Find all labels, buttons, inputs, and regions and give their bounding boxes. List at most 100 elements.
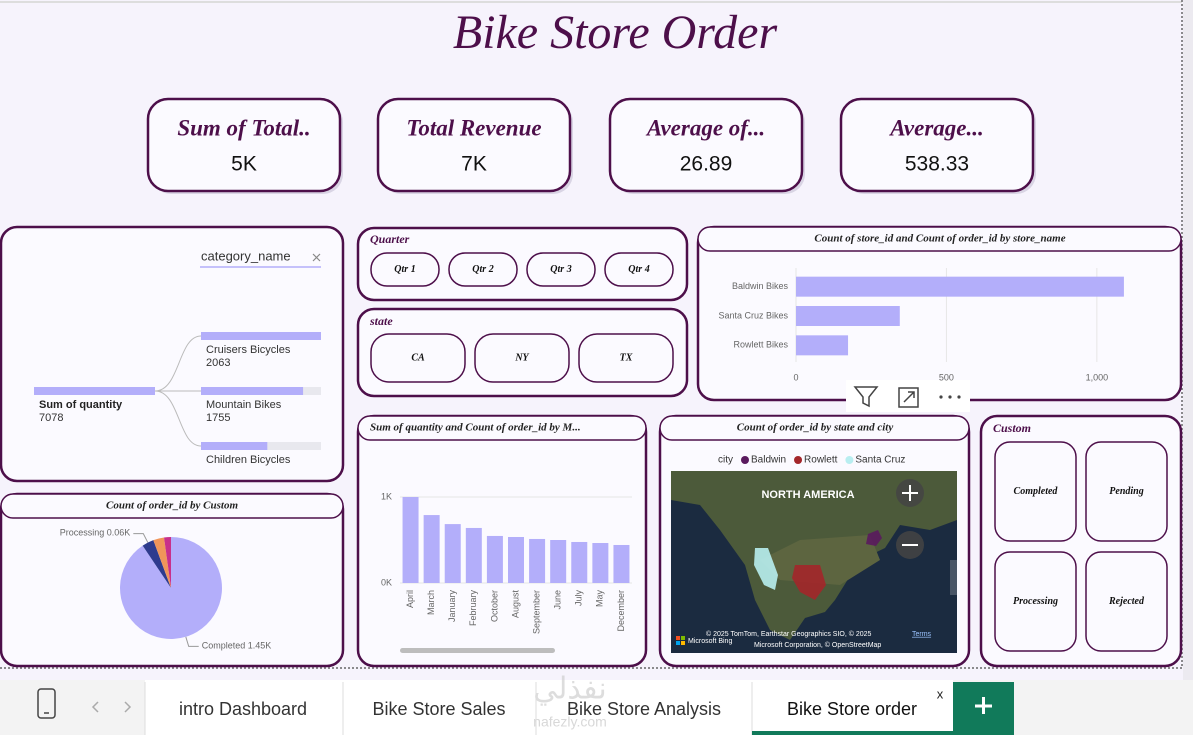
bar: [486, 535, 503, 583]
watermark: نفذلي: [533, 672, 606, 707]
pie-slice: [164, 537, 171, 588]
tree-node-bar: [201, 332, 321, 340]
legend-dot: [794, 456, 803, 464]
more-icon[interactable]: [939, 395, 961, 399]
tree-node-value: 2063: [206, 357, 230, 369]
slicer-button[interactable]: [1085, 441, 1168, 542]
kpi-label: Average...: [888, 115, 983, 140]
map-provider: Microsoft Bing: [688, 638, 732, 645]
pie-slice: [153, 537, 171, 588]
x-tick-label: 500: [939, 372, 954, 382]
slicer-item: Rejected: [1108, 596, 1145, 607]
slicer-item: Processing: [1013, 596, 1058, 607]
chart-title: Sum of quantity and Count of order_id by…: [370, 422, 581, 434]
y-tick-label: 1K: [381, 491, 392, 501]
tab-close[interactable]: x: [937, 686, 944, 701]
tree-node-label: Mountain Bikes: [206, 399, 282, 411]
pie-card-header: [0, 493, 344, 519]
tab-prev[interactable]: [91, 701, 99, 713]
page-tab[interactable]: Bike Store order: [787, 699, 917, 719]
tree-field-clear[interactable]: [312, 253, 321, 262]
legend-label: Santa Cruz: [855, 455, 905, 466]
kpi-label: Sum of Total..: [177, 115, 310, 140]
kpi-card: [839, 97, 1035, 193]
slicer-button[interactable]: [1085, 551, 1168, 652]
x-tick-label: May: [595, 590, 605, 608]
kpi-card: [376, 97, 572, 193]
tree-root-label: Sum of quantity: [39, 399, 123, 411]
slicer-item: Pending: [1109, 486, 1143, 497]
tree-root-bar: [34, 387, 155, 395]
slicer-button[interactable]: [370, 252, 440, 287]
map-region[interactable]: [792, 565, 826, 600]
page-tab[interactable]: Bike Store Analysis: [567, 699, 721, 719]
kpi-value: 26.89: [680, 153, 733, 176]
bar: [796, 276, 1124, 297]
bar: [571, 541, 588, 583]
slicer-button[interactable]: [578, 333, 674, 383]
y-tick-label: 0K: [381, 577, 392, 587]
pie-slice: [119, 537, 222, 639]
tree-node-label: Cruisers Bicycles: [206, 344, 291, 356]
chart-title: Count of store_id and Count of order_id …: [814, 233, 1065, 245]
map-land: [760, 535, 880, 585]
leader-line: [185, 636, 199, 647]
map-terms[interactable]: Terms: [912, 631, 932, 638]
kpi-value: 538.33: [905, 153, 969, 176]
x-tick-label: October: [489, 590, 499, 622]
slicer-item: Completed: [1014, 486, 1059, 497]
map-text-hint: [950, 560, 957, 595]
month-card-header: [357, 415, 647, 441]
tab-strip: [145, 680, 953, 735]
slicer-button[interactable]: [604, 252, 674, 287]
slicer-title: state: [369, 314, 393, 328]
map-attribution: © 2025 TomTom, Earthstar Geographics SIO…: [706, 630, 872, 638]
zoom-in[interactable]: [896, 479, 924, 507]
kpi-value: 7K: [461, 153, 487, 176]
bar: [550, 540, 567, 583]
bar: [423, 515, 440, 583]
filter-icon[interactable]: [853, 386, 879, 408]
x-tick-label: 0: [793, 372, 798, 382]
slicer-button[interactable]: [474, 333, 570, 383]
bar: [592, 543, 609, 583]
pie-label-name: Processing: [60, 528, 105, 538]
slicer-button[interactable]: [526, 252, 596, 287]
slicer-button[interactable]: [994, 441, 1077, 542]
kpi-card: [146, 97, 342, 193]
mobile-layout-icon[interactable]: [37, 688, 56, 719]
slicer-item: Qtr 1: [394, 264, 415, 275]
slicer-item: NY: [514, 352, 529, 363]
x-tick-label: June: [553, 590, 563, 610]
slicer-title: Quarter: [370, 232, 410, 246]
slicer-button[interactable]: [994, 551, 1077, 652]
slicer-button[interactable]: [370, 333, 466, 383]
x-tick-label: February: [468, 590, 478, 627]
x-tick-label: 1,000: [1086, 372, 1109, 382]
page-tab[interactable]: Bike Store Sales: [372, 699, 505, 719]
focus-icon[interactable]: [898, 387, 919, 408]
slicer-button[interactable]: [448, 252, 518, 287]
bing-logo: [676, 636, 685, 645]
x-tick-label: April: [405, 590, 415, 608]
x-tick-label: January: [447, 590, 457, 623]
bar: [529, 538, 546, 583]
scrollbar[interactable]: [400, 648, 555, 653]
tree-node-label: Children Bicycles: [206, 454, 291, 466]
tree-node-bar: [201, 387, 304, 395]
chart-title: Count of order_id by Custom: [106, 500, 238, 512]
map-region-label: NORTH AMERICA: [761, 489, 854, 501]
bar: [796, 306, 900, 326]
chart-title: Count of order_id by state and city: [737, 422, 894, 434]
legend-dot: [845, 456, 854, 464]
zoom-out[interactable]: [896, 531, 924, 559]
tree-card: [0, 225, 345, 483]
map-attribution: Microsoft Corporation, © OpenStreetMap: [754, 641, 881, 649]
tab-next[interactable]: [124, 701, 132, 713]
page-tab[interactable]: intro Dashboard: [179, 699, 307, 719]
map-region[interactable]: [866, 530, 882, 546]
slicer-item: CA: [411, 352, 425, 363]
x-tick-label: August: [510, 590, 520, 619]
map-region[interactable]: [754, 548, 778, 590]
